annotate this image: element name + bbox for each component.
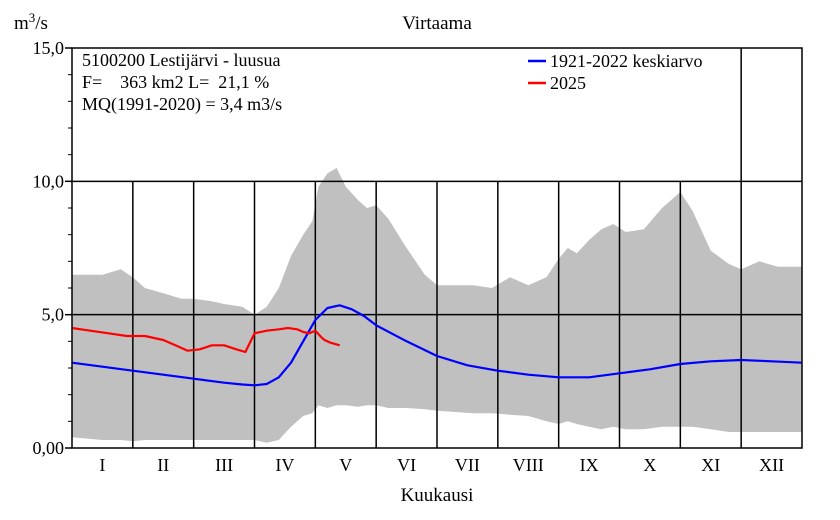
x-tick-label: V	[339, 455, 352, 475]
legend-label-average: 1921-2022 keskiarvo	[550, 51, 702, 71]
legend: 1921-2022 keskiarvo 2025	[528, 51, 702, 93]
info-line-mq: MQ(1991-2020) = 3,4 m3/s	[82, 94, 282, 115]
x-axis-label: Kuukausi	[401, 485, 474, 506]
y-tick-label: 0,00	[33, 438, 65, 458]
y-tick-label: 10,0	[33, 171, 65, 191]
x-tick-label: VII	[455, 455, 480, 475]
grid-layer	[72, 48, 802, 448]
x-tick-label: IX	[580, 455, 599, 475]
series-line-0	[71, 304, 803, 387]
x-tick-label: VIII	[513, 455, 544, 475]
x-tick-label: IV	[275, 455, 294, 475]
legend-label-2025: 2025	[550, 73, 586, 93]
axis-layer: 0,005,010,015,0I II III IV V VI VII VIII IX X XI XI…	[33, 38, 785, 475]
x-tick-label: VI	[397, 455, 416, 475]
series-layer	[71, 304, 803, 387]
chart-title: Virtaama	[402, 13, 472, 34]
y-tick-label: 15,0	[33, 38, 65, 58]
x-tick-label: XI	[701, 455, 720, 475]
x-tick-label: III	[215, 455, 233, 475]
info-box: 5100200 Lestijärvi - luusua F= 363 km2 L…	[82, 50, 282, 115]
info-line-area: F= 363 km2 L= 21,1 %	[82, 72, 269, 92]
x-tick-label: X	[643, 455, 656, 475]
info-line-station: 5100200 Lestijärvi - luusua	[82, 50, 280, 70]
series-line-1	[71, 326, 340, 354]
x-tick-label: XII	[759, 455, 784, 475]
x-tick-label: II	[157, 455, 169, 475]
y-tick-label: 5,0	[42, 305, 65, 325]
plot-frame	[71, 47, 803, 449]
x-tick-label: I	[99, 455, 105, 475]
y-axis-label: m3/s	[14, 10, 48, 34]
